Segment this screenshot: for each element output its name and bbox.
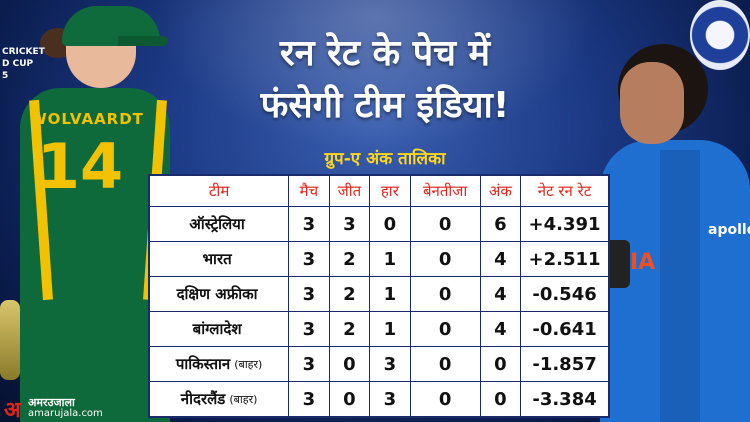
header-points: अंक — [479, 176, 520, 206]
team-name: बांग्लादेश — [192, 320, 242, 338]
no-result-cell: 0 — [409, 347, 480, 381]
won-cell: 3 — [328, 207, 369, 241]
header-team: टीम — [208, 182, 230, 200]
points-cell: 6 — [479, 207, 520, 241]
lost-cell: 0 — [369, 207, 409, 241]
sponsor-logo: apollo — [708, 222, 750, 238]
won-cell: 2 — [328, 242, 369, 276]
matches-cell: 3 — [288, 382, 328, 416]
table-row: बांग्लादेश 3 2 1 0 4 -0.641 — [150, 311, 608, 346]
table-row: ऑस्ट्रेलिया 3 3 0 0 6 +4.391 — [150, 206, 608, 241]
won-cell: 0 — [328, 347, 369, 381]
table-row: भारत 3 2 1 0 4 +2.511 — [150, 241, 608, 276]
table-subtitle: ग्रुप-ए अंक तालिका — [324, 149, 446, 169]
amar-ujala-logo: अ अमरउजाला amarujala.com — [0, 394, 110, 422]
points-cell: 0 — [479, 382, 520, 416]
headline: रन रेट के पेच में फंसेगी टीम इंडिया! — [190, 28, 580, 132]
lost-cell: 1 — [369, 277, 409, 311]
no-result-cell: 0 — [409, 242, 480, 276]
brand-name: अमरउजाला — [28, 396, 75, 409]
table-row: दक्षिण अफ्रीका 3 2 1 0 4 -0.546 — [150, 276, 608, 311]
no-result-cell: 0 — [409, 312, 480, 346]
no-result-cell: 0 — [409, 382, 480, 416]
nrr-cell: -3.384 — [520, 382, 608, 416]
lost-cell: 3 — [369, 382, 409, 416]
header-lost: हार — [369, 176, 409, 206]
headline-line-1: रन रेट के पेच में — [279, 33, 491, 74]
header-net-run-rate: नेट रन रेट — [520, 176, 608, 206]
nrr-cell: -0.546 — [520, 277, 608, 311]
team-name: भारत — [202, 250, 232, 268]
table-row: नीदरलैंड (बाहर) 3 0 3 0 0 -3.384 — [150, 381, 608, 416]
jersey-name: WOLVAARDT — [30, 110, 144, 128]
player-head — [620, 62, 684, 144]
table-header-row: टीम मैच जीत हार बेनतीजा अंक नेट रन रेट — [150, 176, 608, 206]
stadium-light — [150, 0, 600, 150]
header-matches: मैच — [288, 176, 328, 206]
brand-mark: अ — [4, 398, 21, 422]
no-result-cell: 0 — [409, 207, 480, 241]
jersey-number: 14 — [36, 130, 124, 203]
points-cell: 4 — [479, 242, 520, 276]
jersey-chest-text: IA — [630, 250, 656, 275]
header-won: जीत — [328, 176, 369, 206]
lost-cell: 1 — [369, 312, 409, 346]
header-no-result: बेनतीजा — [409, 176, 480, 206]
brand-url: amarujala.com — [28, 408, 103, 419]
team-name: ऑस्ट्रेलिया — [189, 215, 245, 233]
won-cell: 2 — [328, 312, 369, 346]
points-cell: 0 — [479, 347, 520, 381]
table-row: पाकिस्तान (बाहर) 3 0 3 0 0 -1.857 — [150, 346, 608, 381]
jersey-band — [660, 150, 700, 422]
team-name: दक्षिण अफ्रीका — [176, 285, 258, 303]
lost-cell: 3 — [369, 347, 409, 381]
nrr-cell: -1.857 — [520, 347, 608, 381]
nrr-cell: +2.511 — [520, 242, 608, 276]
points-cell: 4 — [479, 277, 520, 311]
bcci-logo — [690, 0, 750, 70]
won-cell: 0 — [328, 382, 369, 416]
cap-brim — [118, 36, 168, 46]
matches-cell: 3 — [288, 207, 328, 241]
headline-line-2: फंसेगी टीम इंडिया! — [260, 85, 510, 126]
trophy-icon — [0, 300, 20, 380]
nrr-cell: +4.391 — [520, 207, 608, 241]
world-cup-logo: CRICKET D CUP 5 — [0, 0, 70, 95]
matches-cell: 3 — [288, 242, 328, 276]
matches-cell: 3 — [288, 347, 328, 381]
world-cup-logo-text: CRICKET D CUP 5 — [2, 47, 45, 81]
matches-cell: 3 — [288, 277, 328, 311]
no-result-cell: 0 — [409, 277, 480, 311]
matches-cell: 3 — [288, 312, 328, 346]
lost-cell: 1 — [369, 242, 409, 276]
won-cell: 2 — [328, 277, 369, 311]
points-table: टीम मैच जीत हार बेनतीजा अंक नेट रन रेट ऑ… — [148, 174, 610, 418]
team-name: नीदरलैंड (बाहर) — [180, 390, 258, 408]
nrr-cell: -0.641 — [520, 312, 608, 346]
team-name: पाकिस्तान (बाहर) — [175, 355, 263, 373]
points-cell: 4 — [479, 312, 520, 346]
